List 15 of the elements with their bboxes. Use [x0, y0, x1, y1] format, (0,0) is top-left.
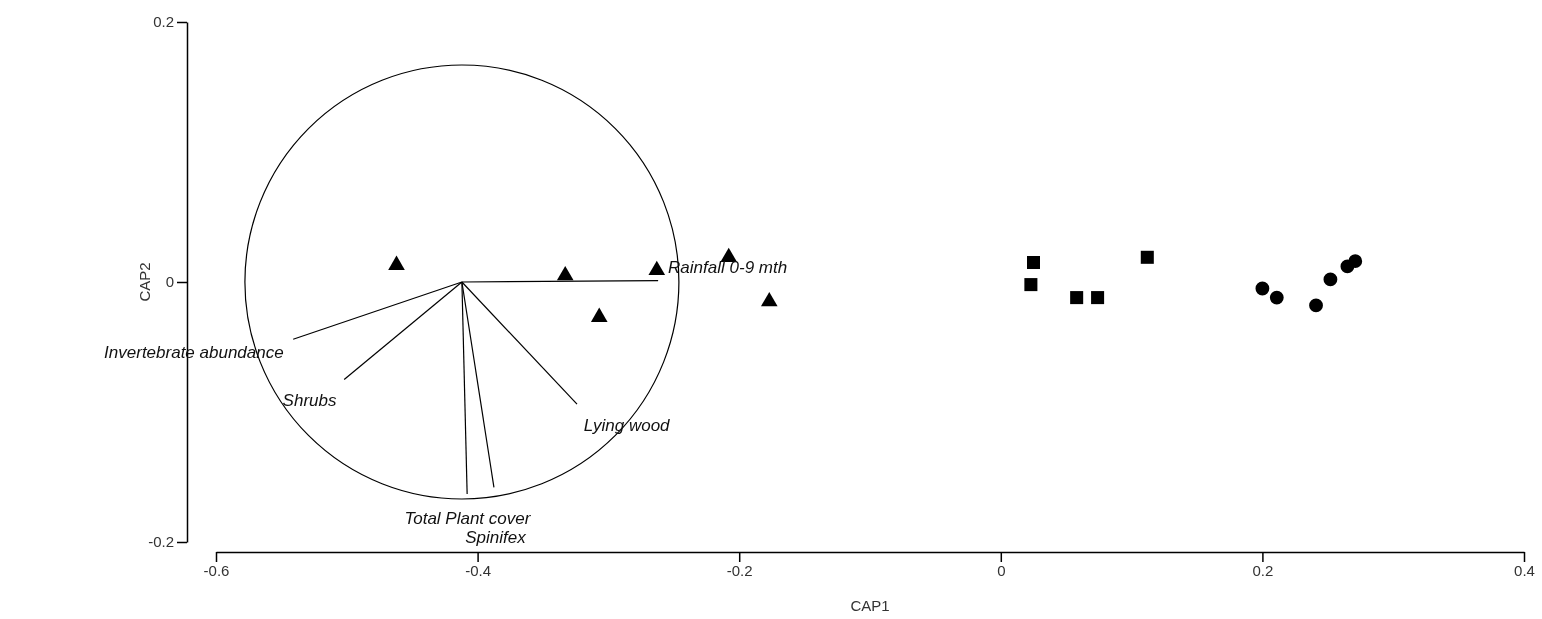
y-tick-label: -0.2: [148, 533, 174, 551]
y-tick-label: 0.2: [153, 13, 174, 31]
y-tick-label: 0: [165, 273, 174, 291]
annotation: Spinifex: [465, 528, 527, 548]
y-axis-title: CAP2: [136, 262, 153, 302]
x-tick-label: -0.6: [203, 561, 230, 579]
x-axis-title: CAP1: [850, 597, 890, 614]
x-tick-label: 0.4: [1514, 561, 1535, 579]
x-tick-label: -0.2: [726, 561, 753, 579]
annotation: Shrubs: [282, 390, 337, 410]
x-tick-label: -0.4: [465, 561, 492, 579]
annotation: Lying wood: [583, 416, 671, 436]
x-tick-label: 0: [997, 561, 1006, 579]
x-tick-label: 0.2: [1252, 561, 1274, 579]
annotation: Total Plant cover: [404, 508, 532, 528]
